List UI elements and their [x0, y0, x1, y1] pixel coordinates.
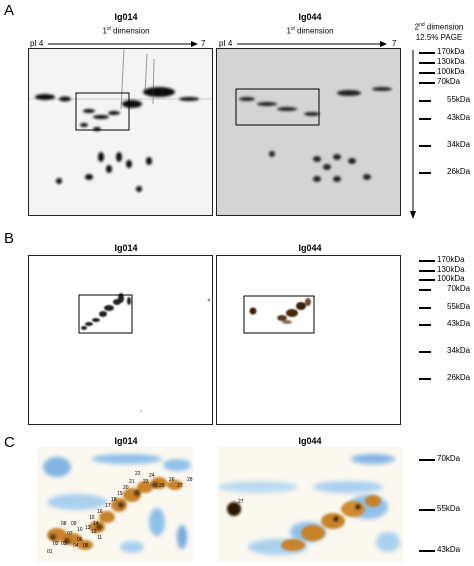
spot-label-c-21: 21: [129, 479, 135, 485]
marker-tick-a-170: [419, 52, 435, 54]
marker-tick-a-100: [419, 72, 435, 74]
spot-label-c-19: 19: [117, 491, 123, 497]
gel-title-a-left: Ig014: [114, 12, 138, 22]
ph-start-right: pI 4: [219, 39, 233, 48]
spot-label-c-01: 01: [47, 549, 53, 555]
ph-arrow-left: [48, 41, 198, 47]
panel-letter-a: A: [4, 2, 15, 19]
marker-tick-a-55: [419, 100, 431, 102]
marker-label-a-34: 34kDa: [447, 140, 471, 149]
marker-tick-b-170: [419, 260, 435, 262]
gel-title-b-right: Ig044: [298, 243, 322, 253]
marker-tick-a-26: [419, 172, 431, 174]
spot-label-c-18: 18: [111, 497, 117, 503]
second-dimension-label: 2nd dimension 12.5% PAGE: [414, 22, 464, 42]
ph-start-left: pI 4: [30, 39, 44, 48]
spot-label-c-26: 26: [169, 477, 175, 483]
spot-label-c-12: 12: [91, 529, 97, 535]
marker-label-a-170: 170kDa: [437, 47, 465, 56]
marker-label-b-43: 43kDa: [447, 319, 471, 328]
marker-label-a-100: 100kDa: [437, 67, 465, 76]
overlay-image-c-ig044: 27: [218, 447, 403, 562]
marker-label-b-70: 70kDa: [447, 284, 471, 293]
ph-end-left: 7: [201, 39, 206, 48]
marker-label-b-26: 26kDa: [447, 373, 471, 382]
gel-title-a-right: Ig044: [298, 12, 322, 22]
marker-tick-b-43: [419, 324, 431, 326]
marker-tick-a-70: [419, 82, 435, 84]
gel-title-c-right: Ig044: [298, 436, 322, 446]
marker-label-a-55: 55kDa: [447, 95, 471, 104]
spot-label-c-09: 09: [71, 521, 77, 527]
spot-label-c-23: 23: [143, 479, 149, 485]
marker-label-b-170: 170kDa: [437, 255, 465, 264]
spot-label-c-16: 16: [97, 509, 103, 515]
spot-label-c-22: 22: [135, 471, 141, 477]
marker-label-c-55: 55kDa: [437, 504, 461, 513]
spot-label-c-11: 11: [97, 535, 102, 541]
spot-label-c-28: 28: [187, 477, 193, 483]
spot-label-c-15: 15: [89, 515, 95, 521]
marker-label-c-43: 43kDa: [437, 545, 461, 554]
marker-tick-c-70: [419, 459, 435, 461]
spot-label-c-02: 02: [53, 541, 59, 547]
first-dimension-label-right: 1st dimension: [286, 26, 334, 36]
ph-arrow-right: [237, 41, 387, 47]
marker-label-c-70: 70kDa: [437, 454, 461, 463]
gel-title-b-left: Ig014: [114, 243, 138, 253]
marker-tick-a-130: [419, 62, 435, 64]
blot-image-b-ig044: [216, 255, 401, 425]
marker-tick-b-130: [419, 270, 435, 272]
spot-label-c-25: 25: [159, 483, 165, 489]
blot-image-b-ig014: [28, 255, 213, 425]
spot-label-c-04: 04: [73, 543, 79, 549]
spot-label-c-17: 17: [105, 503, 111, 509]
spot-label-c-10: 10: [77, 527, 83, 533]
marker-tick-c-55: [419, 509, 435, 511]
spot-label-c-05: 05: [83, 543, 89, 549]
first-dimension-label-left: 1st dimension: [102, 26, 150, 36]
gel-image-a-ig014: [28, 48, 213, 216]
marker-tick-a-34: [419, 145, 431, 147]
marker-tick-a-43: [419, 118, 431, 120]
marker-tick-b-55: [419, 307, 431, 309]
marker-tick-b-34: [419, 351, 431, 353]
marker-label-a-70: 70kDa: [437, 77, 461, 86]
spot-label-c-24: 24: [149, 473, 155, 479]
marker-tick-b-70: [419, 289, 431, 291]
spot-label-c-08: 08: [61, 521, 67, 527]
spot-label-c-06: 06: [77, 537, 83, 543]
gel-image-a-ig044: [216, 48, 401, 216]
spot-label-c-27: 27: [177, 483, 183, 489]
panel-letter-b: B: [4, 230, 15, 247]
marker-label-b-55: 55kDa: [447, 302, 471, 311]
spot-label-c-03: 03: [61, 541, 67, 547]
marker-label-a-26: 26kDa: [447, 167, 471, 176]
marker-label-a-43: 43kDa: [447, 113, 471, 122]
marker-label-a-130: 130kDa: [437, 57, 465, 66]
marker-tick-b-26: [419, 378, 431, 380]
marker-label-b-34: 34kDa: [447, 346, 471, 355]
panel-letter-c: C: [4, 434, 15, 451]
ph-end-right: 7: [392, 39, 397, 48]
overlay-image-c-ig014: 28 27 26 25 24 23 22 21 20 19 18 17 16 1…: [37, 447, 193, 562]
marker-tick-b-100: [419, 279, 435, 281]
spot-label-c-right-27: 27: [238, 499, 244, 505]
spot-label-c-13: 13: [85, 525, 91, 531]
second-dimension-arrow: [410, 50, 416, 219]
marker-label-b-130: 130kDa: [437, 265, 465, 274]
marker-tick-c-43: [419, 550, 435, 552]
spot-label-c-14: 14: [93, 521, 99, 527]
spot-label-c-07: 07: [67, 531, 73, 537]
marker-label-b-100: 100kDa: [437, 274, 465, 283]
gel-title-c-left: Ig014: [114, 436, 138, 446]
spot-label-c-20: 20: [123, 485, 129, 491]
